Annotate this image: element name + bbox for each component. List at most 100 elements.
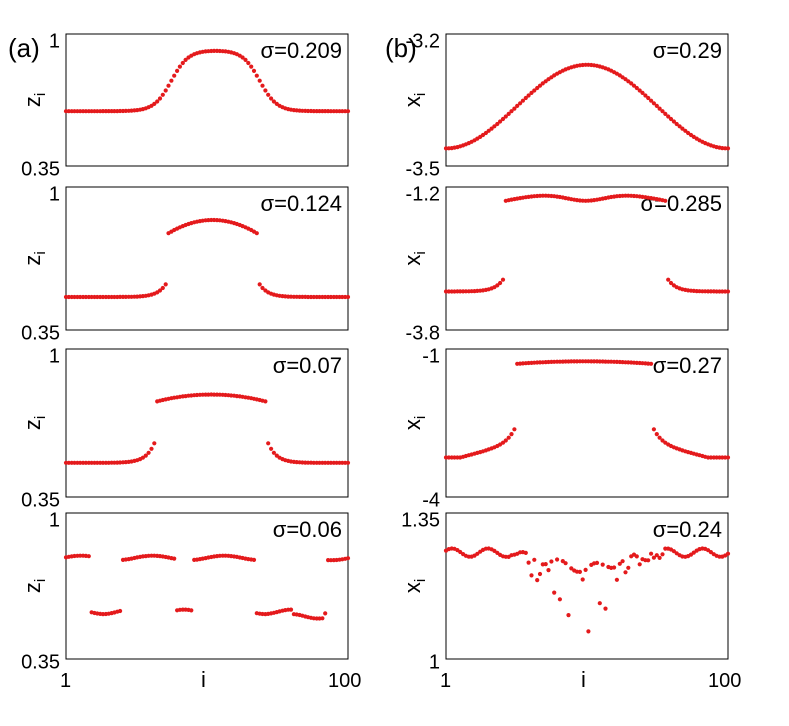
data-point [637, 88, 642, 93]
data-point [323, 611, 328, 616]
data-point [537, 571, 543, 577]
y-tick-label: -1 [422, 345, 440, 367]
data-point [95, 109, 100, 114]
panel-frame [445, 186, 729, 331]
data-point [106, 294, 111, 300]
data-point [597, 359, 602, 364]
data-point [629, 81, 634, 86]
y-axis-label: zi [20, 416, 49, 430]
data-point [212, 392, 217, 397]
data-point [546, 568, 551, 573]
data-point [140, 455, 145, 460]
data-point [112, 109, 117, 114]
x-tick-label: 100 [328, 670, 361, 692]
data-point [651, 101, 657, 106]
data-point [500, 277, 506, 282]
data-point [597, 601, 602, 606]
data-point [637, 562, 642, 567]
y-tick-label: 1 [49, 509, 60, 531]
data-point [83, 460, 88, 465]
data-point [725, 455, 731, 460]
data-point [654, 553, 659, 558]
data-point [243, 57, 248, 63]
data-point [555, 557, 560, 562]
data-point [594, 560, 600, 566]
y-tick-label: 1 [49, 30, 60, 52]
data-point [663, 198, 668, 203]
data-point [495, 121, 500, 127]
data-point [169, 78, 174, 83]
sigma-annotation: σ=0.24 [653, 517, 722, 542]
data-point [317, 294, 322, 300]
data-point [334, 109, 339, 114]
data-point [620, 559, 625, 564]
data-point [112, 294, 117, 300]
data-point [526, 93, 531, 98]
y-axis-label: zi [20, 93, 49, 107]
data-point [603, 606, 608, 611]
y-tick-label: 1 [49, 183, 60, 205]
data-point [66, 109, 71, 114]
data-point [663, 546, 668, 551]
data-point [251, 68, 257, 73]
data-point [89, 294, 94, 300]
data-point [580, 359, 585, 364]
data-point [526, 560, 531, 565]
data-point [523, 550, 528, 556]
data-point [86, 554, 91, 559]
data-point [535, 85, 540, 91]
data-point [152, 101, 157, 106]
data-point [143, 453, 148, 458]
data-point [260, 83, 265, 88]
sigma-annotation: σ=0.07 [273, 353, 342, 378]
data-point [452, 455, 457, 460]
data-point [566, 613, 571, 618]
data-point [577, 569, 583, 575]
data-point [152, 441, 157, 446]
data-point [340, 294, 345, 300]
panel-frame [445, 512, 729, 660]
data-point [311, 294, 316, 300]
data-point [340, 460, 345, 465]
y-tick-label: -3.8 [406, 322, 440, 344]
data-point [118, 608, 123, 614]
data-point [666, 114, 671, 119]
data-point [163, 88, 168, 93]
data-point [498, 280, 503, 286]
data-point [317, 460, 322, 465]
data-point [106, 109, 111, 114]
data-point [306, 460, 311, 465]
data-point [643, 93, 648, 98]
data-point [118, 108, 123, 114]
data-point [157, 96, 163, 101]
data-point [649, 551, 654, 556]
data-point [83, 109, 88, 114]
data-point [626, 565, 631, 570]
data-point [725, 551, 731, 556]
data-point [495, 283, 500, 288]
data-point [306, 294, 311, 300]
y-axis-label: xi [400, 579, 429, 593]
data-point [634, 554, 639, 559]
data-point [189, 608, 194, 613]
data-point [612, 565, 617, 570]
data-point [663, 111, 668, 116]
data-point [557, 597, 563, 602]
y-tick-label: 1 [49, 345, 60, 367]
panel-a4: 1 0.35 zi σ=0.06 [20, 509, 351, 673]
data-point [657, 555, 662, 561]
panel-b4: 1.35 1 xi σ=0.24 [400, 509, 731, 673]
data-point [95, 460, 100, 465]
data-point [529, 90, 534, 95]
panel-a1: 1 0.35 zi σ=0.209 [20, 30, 351, 180]
data-point [640, 90, 645, 95]
data-point [537, 83, 543, 88]
sigma-annotation: σ=0.27 [653, 353, 722, 378]
data-point [486, 128, 491, 133]
data-point [563, 359, 568, 364]
data-point [66, 294, 71, 300]
sigma-annotation: σ=0.209 [261, 38, 342, 63]
data-point [680, 126, 685, 131]
y-tick-label: -3.5 [406, 158, 440, 180]
panel-tag: (a) [8, 33, 40, 63]
